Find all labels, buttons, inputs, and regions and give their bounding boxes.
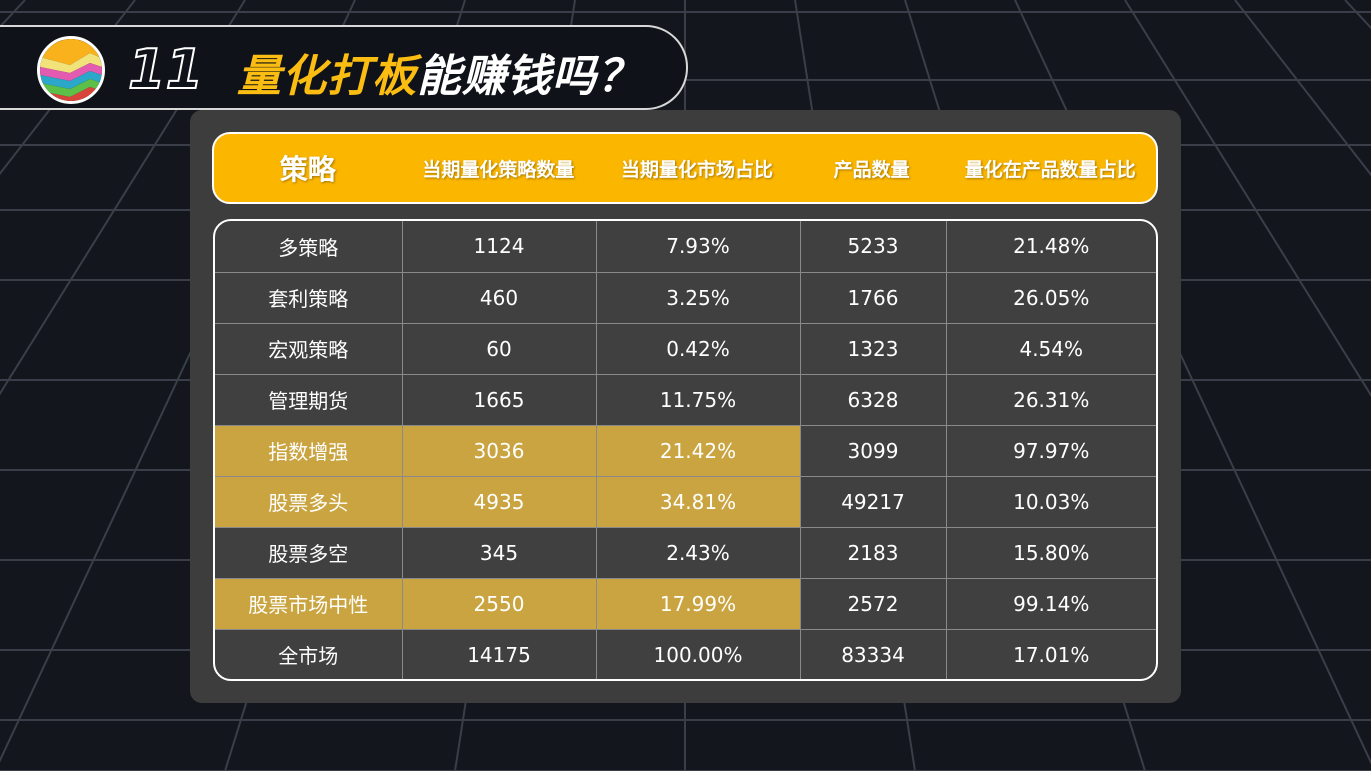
table-cell: 83334	[799, 628, 947, 679]
table-cell: 4.54%	[945, 322, 1156, 375]
table-cell: 21.48%	[945, 221, 1156, 273]
table-cell: 套利策略	[215, 271, 403, 324]
grid-line	[0, 0, 26, 29]
table-cell: 100.00%	[595, 628, 801, 679]
table-cell: 11.75%	[595, 373, 801, 426]
table-cell: 多策略	[215, 221, 403, 273]
table-cell: 49217	[799, 475, 947, 528]
table-cell: 99.14%	[945, 577, 1156, 630]
table-row: 股票多空 345 2.43% 2183 15.80%	[215, 526, 1156, 579]
column-header: 策略	[279, 153, 336, 186]
grid-line	[0, 0, 246, 396]
table-cell: 97.97%	[945, 424, 1156, 477]
table-cell: 4935	[401, 475, 597, 528]
title-rest: 能赚钱吗？	[417, 51, 642, 102]
section-number: 11	[127, 37, 204, 102]
table-cell: 1766	[799, 271, 947, 324]
table-cell: 2.43%	[595, 526, 801, 579]
table-cell: 指数增强	[215, 424, 403, 477]
column-header: 产品数量	[833, 158, 910, 181]
table-cell: 1323	[799, 322, 947, 375]
table-cell: 15.80%	[945, 526, 1156, 579]
page-title: 量化打板能赚钱吗？	[237, 40, 642, 104]
table-cell: 2572	[799, 577, 947, 630]
table-cell: 1124	[401, 221, 597, 273]
table-cell: 3099	[799, 424, 947, 477]
table-cell: 345	[401, 526, 597, 579]
grid-line	[1344, 0, 1371, 30]
table-cell: 全市场	[215, 628, 403, 679]
table-cell: 26.31%	[945, 373, 1156, 426]
table-cell: 管理期货	[215, 373, 403, 426]
title-bar	[0, 25, 688, 110]
table-cell: 26.05%	[945, 271, 1156, 324]
table-cell: 2183	[799, 526, 947, 579]
table-cell: 34.81%	[595, 475, 801, 528]
table-cell: 10.03%	[945, 475, 1156, 528]
table-cell: 3036	[401, 424, 597, 477]
table-cell: 股票市场中性	[215, 577, 403, 630]
table-cell: 5233	[799, 221, 947, 273]
table-cell: 2550	[401, 577, 597, 630]
table-cell: 1665	[401, 373, 597, 426]
grid-line	[1124, 0, 1371, 398]
logo-icon	[37, 36, 105, 104]
table-cell: 21.42%	[595, 424, 801, 477]
table-cell: 0.42%	[595, 322, 801, 375]
table-cell: 宏观策略	[215, 322, 403, 375]
data-table: 多策略 1124 7.93% 5233 21.48% 套利策略 460 3.25% 1766 26…	[213, 219, 1158, 681]
table-row: 多策略 1124 7.93% 5233 21.48%	[215, 221, 1156, 273]
table-cell: 460	[401, 271, 597, 324]
table-cell: 6328	[799, 373, 947, 426]
column-header: 当期量化策略数量	[422, 158, 575, 181]
table-cell: 股票多空	[215, 526, 403, 579]
grid-line	[1234, 0, 1371, 177]
table-cell: 3.25%	[595, 271, 801, 324]
table-row: 指数增强 3036 21.42% 3099 97.97%	[215, 424, 1156, 477]
table-cell: 17.99%	[595, 577, 801, 630]
table-header: 策略 当期量化策略数量 当期量化市场占比 产品数量 量化在产品数量占比	[212, 132, 1158, 204]
table-row: 套利策略 460 3.25% 1766 26.05%	[215, 271, 1156, 324]
table-row: 全市场 14175 100.00% 83334 17.01%	[215, 628, 1156, 679]
table-row: 股票市场中性 2550 17.99% 2572 99.14%	[215, 577, 1156, 630]
table-row: 股票多头 4935 34.81% 49217 10.03%	[215, 475, 1156, 528]
table-row: 宏观策略 60 0.42% 1323 4.54%	[215, 322, 1156, 375]
grid-line	[0, 0, 136, 176]
table-cell: 股票多头	[215, 475, 403, 528]
title-highlight: 量化打板	[237, 51, 417, 102]
table-cell: 60	[401, 322, 597, 375]
table-cell: 17.01%	[945, 628, 1156, 679]
table-cell: 7.93%	[595, 221, 801, 273]
table-cell: 14175	[401, 628, 597, 679]
column-header: 量化在产品数量占比	[964, 158, 1136, 181]
table-row: 管理期货 1665 11.75% 6328 26.31%	[215, 373, 1156, 426]
column-header: 当期量化市场占比	[620, 158, 773, 181]
